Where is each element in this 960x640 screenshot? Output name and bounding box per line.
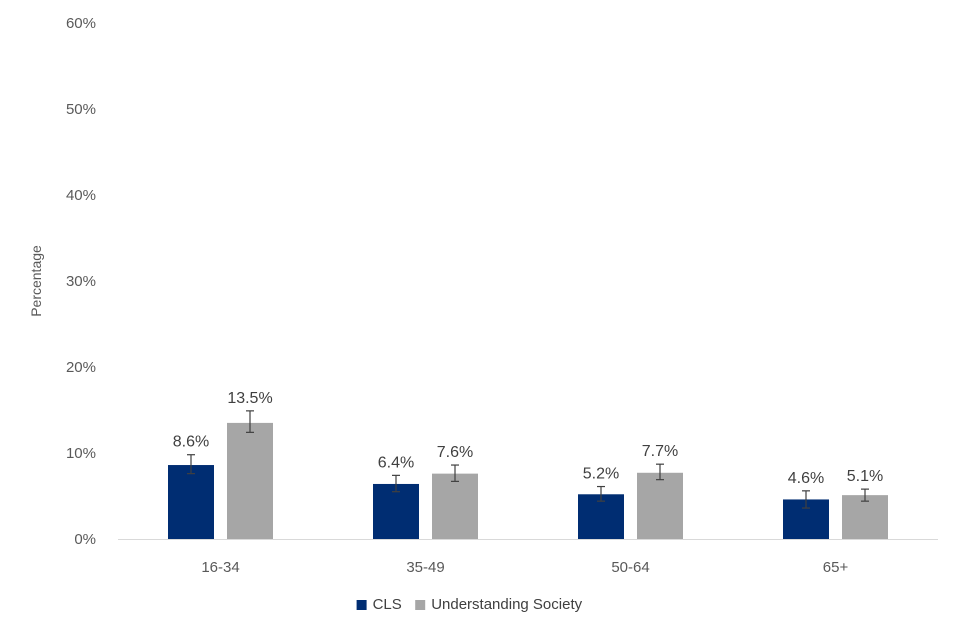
bar — [637, 472, 683, 539]
y-axis-title: Percentage — [28, 245, 44, 317]
legend-swatch — [415, 600, 426, 610]
data-label: 13.5% — [227, 390, 272, 407]
y-tick-label: 10% — [66, 445, 96, 462]
y-tick-label: 50% — [66, 101, 96, 118]
error-bar — [802, 490, 810, 509]
y-tick-label: 0% — [74, 531, 96, 548]
x-tick-label: 65+ — [823, 559, 849, 576]
bar-series — [168, 422, 888, 539]
legend-item: Understanding Society — [415, 596, 583, 613]
legend-label: Understanding Society — [431, 596, 582, 613]
legend-item: CLS — [356, 596, 402, 613]
error-bars — [187, 410, 869, 509]
legend-label: CLS — [373, 596, 402, 613]
error-bar — [861, 488, 869, 502]
y-axis-ticks: 0% 10% 20% 30% 40% 50% 60% — [66, 15, 96, 548]
data-labels: 8.6% 13.5% 6.4% 7.6% 5.2% 7.7% 4.6% 5.1% — [173, 390, 883, 487]
error-bar — [187, 454, 195, 475]
bar — [227, 422, 273, 539]
x-tick-label: 16-34 — [201, 559, 239, 576]
bar — [842, 495, 888, 539]
error-bar — [597, 485, 605, 502]
x-axis-ticks: 16-34 35-49 50-64 65+ — [201, 559, 848, 576]
data-label: 8.6% — [173, 434, 209, 451]
bar — [168, 465, 214, 539]
data-label: 5.1% — [847, 468, 883, 485]
bar — [432, 473, 478, 539]
x-tick-label: 50-64 — [611, 559, 649, 576]
y-tick-label: 20% — [66, 359, 96, 376]
bar — [373, 483, 419, 539]
error-bar — [451, 464, 459, 482]
y-tick-label: 60% — [66, 15, 96, 32]
x-tick-label: 35-49 — [406, 559, 444, 576]
error-bar — [392, 474, 400, 493]
data-label: 5.2% — [583, 466, 619, 483]
error-bar — [656, 463, 664, 481]
y-tick-label: 40% — [66, 187, 96, 204]
data-label: 7.7% — [642, 443, 678, 460]
legend-swatch — [356, 600, 367, 610]
data-label: 6.4% — [378, 454, 414, 471]
data-label: 4.6% — [788, 470, 824, 487]
legend: CLS Understanding Society — [356, 596, 583, 613]
data-label: 7.6% — [437, 444, 473, 461]
error-bar — [246, 410, 254, 433]
y-tick-label: 30% — [66, 273, 96, 290]
